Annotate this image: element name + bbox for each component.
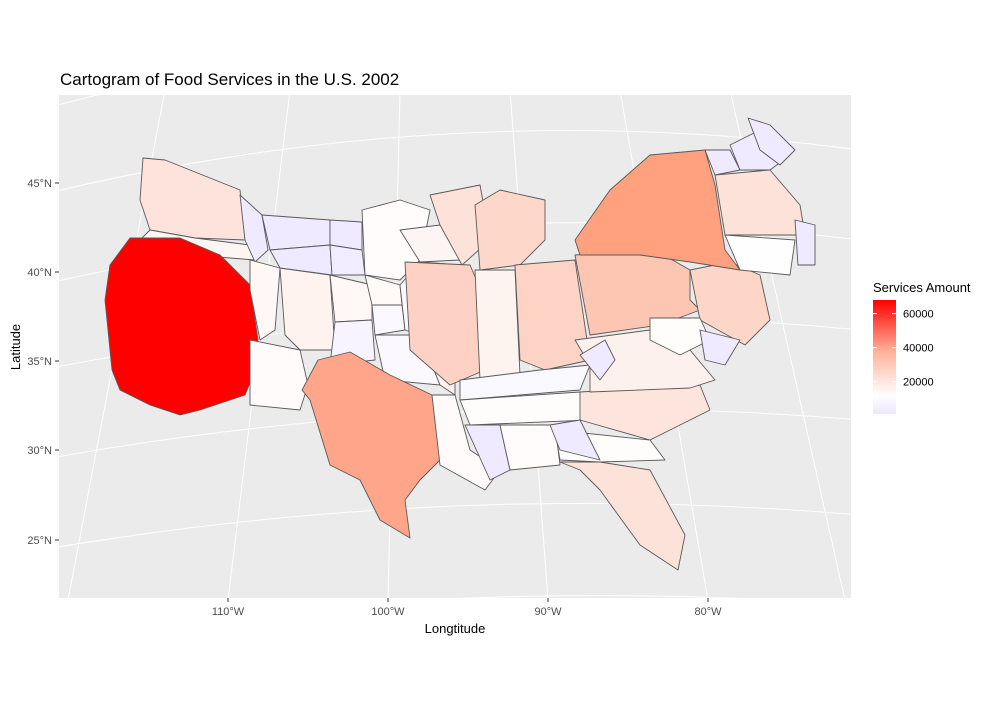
- state-connecticut: [724, 234, 796, 276]
- state-nevada: [249, 259, 281, 341]
- x-tick-label: 80°W: [694, 606, 722, 618]
- legend-tick-label: 60000: [903, 309, 934, 321]
- state-south-dakota: [329, 244, 366, 276]
- state-delaware: [699, 329, 741, 366]
- graticule-lat-25: [59, 502, 851, 548]
- state-south-carolina: [549, 419, 601, 461]
- x-tick-label: 100°W: [371, 606, 405, 618]
- state-idaho: [239, 194, 269, 263]
- state-california: [104, 237, 259, 416]
- state-rhode-island: [794, 219, 816, 266]
- x-tick-label: 90°W: [534, 606, 562, 618]
- y-axis: 45°N 40°N 35°N 30°N 25°N: [27, 178, 59, 547]
- legend-tick-label: 20000: [903, 377, 934, 389]
- legend-title: Services Amount: [873, 280, 971, 295]
- y-tick-label: 35°N: [27, 356, 52, 368]
- y-tick-label: 40°N: [27, 267, 52, 279]
- x-axis: 110°W 100°W 90°W 80°W: [212, 598, 722, 618]
- state-montana: [261, 214, 331, 251]
- state-alabama: [499, 424, 561, 471]
- state-maine: [747, 117, 796, 166]
- state-ohio: [514, 259, 591, 371]
- state-shapes: [104, 117, 816, 571]
- state-texas: [301, 351, 441, 539]
- y-axis-title: Latitude: [8, 324, 23, 370]
- x-tick-label: 110°W: [212, 606, 245, 618]
- y-tick-label: 45°N: [27, 178, 52, 190]
- legend-ticks: 60000 40000 20000: [873, 309, 934, 389]
- state-kansas: [371, 304, 406, 336]
- state-new-york: [574, 149, 741, 271]
- state-utah: [279, 267, 336, 351]
- legend-colorbar: [873, 300, 896, 414]
- state-arizona: [249, 339, 309, 411]
- state-maryland: [649, 317, 711, 356]
- state-florida: [559, 461, 686, 571]
- x-axis-title: Longtitude: [425, 621, 486, 636]
- legend: Services Amount 60000 40000 20000: [873, 280, 971, 414]
- y-tick-label: 30°N: [27, 445, 52, 457]
- state-washington: [139, 157, 246, 241]
- state-west-virginia: [579, 339, 616, 381]
- legend-tick-label: 40000: [903, 343, 934, 355]
- state-kentucky: [459, 364, 591, 401]
- state-massachusetts: [714, 169, 806, 236]
- chart-title: Cartogram of Food Services in the U.S. 2…: [60, 70, 399, 89]
- y-tick-label: 25°N: [27, 535, 52, 547]
- state-indiana: [474, 269, 521, 381]
